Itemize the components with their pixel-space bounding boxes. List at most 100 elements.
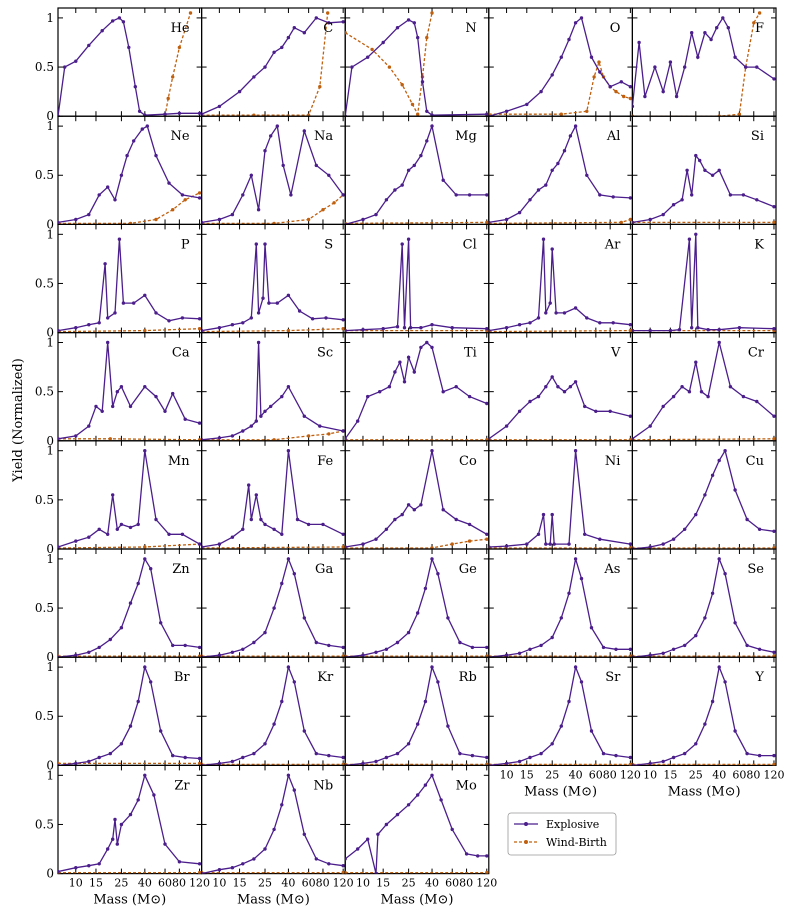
explosive-point xyxy=(97,193,101,197)
element-label: Na xyxy=(314,129,333,144)
explosive-line xyxy=(201,556,344,658)
explosive-point xyxy=(573,124,578,128)
wind-birth-point xyxy=(757,11,762,15)
explosive-point xyxy=(87,323,91,327)
element-label: S xyxy=(324,237,333,252)
explosive-point xyxy=(717,340,721,345)
explosive-point xyxy=(550,73,554,77)
explosive-point xyxy=(106,532,110,536)
explosive-point xyxy=(230,212,235,217)
explosive-point xyxy=(106,316,110,320)
wind-birth-line xyxy=(58,438,200,441)
explosive-point xyxy=(628,647,633,651)
explosive-point xyxy=(249,517,253,522)
wind-birth-line xyxy=(58,543,200,549)
explosive-point xyxy=(703,722,707,726)
explosive-point xyxy=(136,581,140,586)
explosive-point xyxy=(690,31,694,35)
explosive-point xyxy=(254,419,258,423)
explosive-point xyxy=(717,665,721,669)
explosive-point xyxy=(128,812,133,817)
explosive-point xyxy=(280,394,284,399)
wind-birth-line xyxy=(345,538,487,549)
explosive-point xyxy=(269,404,273,409)
explosive-line xyxy=(345,239,487,332)
wind-birth-point xyxy=(772,762,776,766)
explosive-point xyxy=(106,340,110,345)
explosive-point xyxy=(694,512,698,517)
explosive-point xyxy=(180,316,185,320)
wind-birth-point xyxy=(628,546,633,549)
element-label: Fe xyxy=(317,454,333,469)
explosive-point xyxy=(74,539,78,543)
explosive-point xyxy=(573,380,578,384)
explosive-point xyxy=(680,385,684,389)
explosive-point xyxy=(341,429,345,433)
explosive-point xyxy=(703,616,707,620)
explosive-point xyxy=(703,31,707,35)
explosive-point xyxy=(723,572,727,576)
x-axis-label: Mass (M⊙) xyxy=(381,893,454,908)
explosive-point xyxy=(395,751,400,756)
explosive-point xyxy=(154,394,158,399)
explosive-point xyxy=(504,653,509,657)
explosive-point xyxy=(341,20,345,24)
explosive-point xyxy=(628,85,633,89)
panel-o: O xyxy=(488,7,633,117)
explosive-point xyxy=(252,751,256,756)
wind-birth-point xyxy=(628,328,633,333)
explosive-point xyxy=(715,26,719,30)
explosive-point xyxy=(154,517,158,522)
explosive-point xyxy=(87,535,91,539)
explosive-line xyxy=(632,556,775,658)
explosive-point xyxy=(302,616,306,620)
explosive-point xyxy=(197,111,202,116)
element-label: Mo xyxy=(456,778,477,793)
explosive-point xyxy=(97,755,101,760)
wind-birth-point xyxy=(171,208,175,212)
explosive-point xyxy=(286,385,291,389)
explosive-point xyxy=(517,759,522,764)
explosive-point xyxy=(671,203,676,207)
explosive-point xyxy=(544,542,548,546)
explosive-point xyxy=(289,193,293,197)
explosive-point xyxy=(504,761,509,766)
explosive-point xyxy=(384,198,389,202)
explosive-point xyxy=(286,35,291,40)
explosive-point xyxy=(614,753,618,758)
explosive-point xyxy=(683,751,687,756)
explosive-point xyxy=(745,517,749,522)
explosive-point xyxy=(653,65,657,69)
explosive-point xyxy=(345,857,347,861)
explosive-point xyxy=(241,527,245,531)
explosive-point xyxy=(671,647,676,651)
explosive-point xyxy=(601,645,606,650)
explosive-point xyxy=(58,545,60,549)
y-tick-label: 1 xyxy=(46,11,54,25)
explosive-point xyxy=(470,753,475,758)
y-tick-label: 0 xyxy=(46,326,54,340)
explosive-point xyxy=(281,163,285,168)
element-label: Ti xyxy=(464,346,477,361)
wind-birth-line xyxy=(201,194,344,225)
legend-wind-marker xyxy=(524,840,528,844)
wind-birth-line xyxy=(201,12,329,116)
element-label: Se xyxy=(747,562,764,577)
explosive-point xyxy=(217,104,222,109)
wind-birth-point xyxy=(154,217,158,222)
explosive-point xyxy=(97,321,101,325)
explosive-point xyxy=(485,532,489,536)
wind-birth-point xyxy=(772,654,776,658)
explosive-point xyxy=(406,168,411,172)
explosive-point xyxy=(436,680,440,684)
wind-birth-point xyxy=(400,83,404,87)
explosive-point xyxy=(454,385,458,389)
explosive-point xyxy=(416,793,420,797)
explosive-point xyxy=(376,832,380,836)
explosive-point xyxy=(128,601,133,605)
explosive-point xyxy=(757,647,762,651)
panel-p: 0 0.5 1 P xyxy=(35,223,203,340)
panel-ca: 0 0.5 1 Ca xyxy=(35,332,203,448)
explosive-point xyxy=(550,247,554,251)
explosive-line xyxy=(201,773,344,874)
